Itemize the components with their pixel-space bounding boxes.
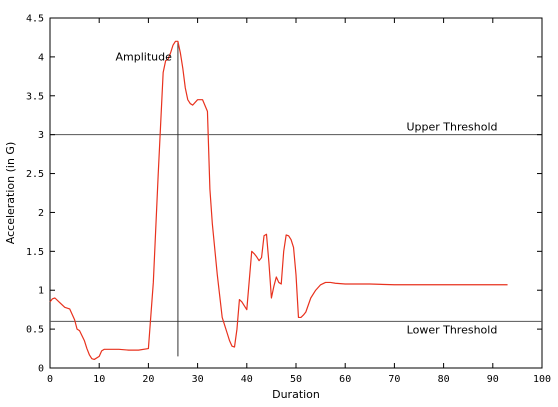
x-tick-label: 60 (339, 374, 351, 385)
x-tick-label: 90 (487, 374, 499, 385)
amplitude-label: Amplitude (116, 50, 173, 63)
y-tick-label: 1 (38, 286, 44, 297)
annotation-labels: Amplitude (116, 50, 173, 63)
x-tick-label: 10 (93, 374, 105, 385)
plot-frame (49, 17, 543, 369)
y-tick-label: 4 (38, 52, 44, 63)
y-tick-label: 0.5 (26, 325, 44, 336)
y-tick-label: 0 (38, 364, 44, 375)
x-axis-label: Duration (272, 388, 320, 401)
axis-ticks: 0 10 20 30 40 50 60 70 80 90 100 0 0.5 1 1.5 2 2.5 3 3.5 4 4… (26, 14, 551, 386)
x-tick-label: 0 (47, 374, 53, 385)
threshold-label: Upper Threshold (406, 121, 497, 134)
y-tick-label: 3 (38, 130, 44, 141)
reference-line-labels: Upper Threshold Lower Threshold (406, 121, 497, 337)
x-tick-label: 80 (438, 374, 450, 385)
x-tick-label: 50 (290, 374, 302, 385)
x-tick-label: 40 (241, 374, 253, 385)
series-group (49, 40, 508, 361)
y-tick-label: 3.5 (26, 91, 44, 102)
y-axis-label: Acceleration (in G) (4, 142, 17, 244)
x-tick-label: 70 (388, 374, 400, 385)
x-tick-label: 100 (533, 374, 551, 385)
reference-lines (50, 134, 542, 322)
x-tick-label: 20 (142, 374, 154, 385)
x-tick-label: 30 (192, 374, 204, 385)
y-tick-label: 1.5 (26, 247, 44, 258)
y-tick-label: 2 (38, 208, 44, 219)
threshold-label: Lower Threshold (407, 323, 498, 336)
y-tick-label: 2.5 (26, 169, 44, 180)
series-line (49, 40, 508, 361)
y-tick-label: 4.5 (26, 14, 44, 25)
